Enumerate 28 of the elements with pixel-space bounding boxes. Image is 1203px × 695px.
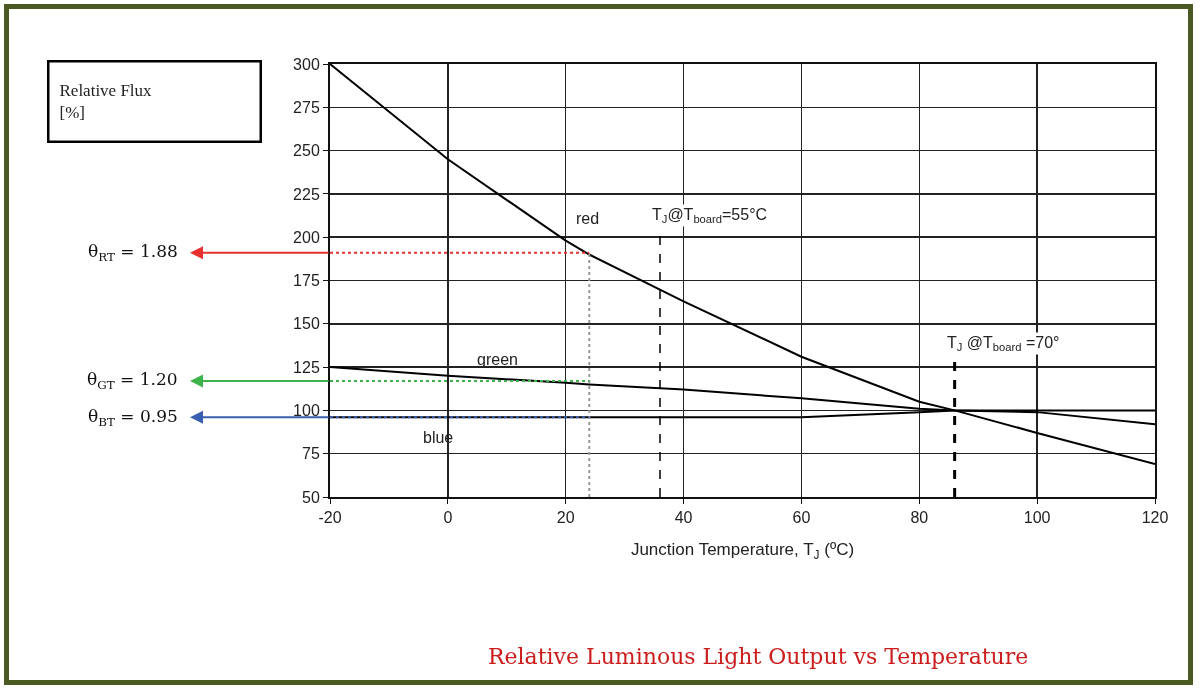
- y-tick-label: 225: [293, 185, 320, 203]
- x-tick-label: 100: [1023, 509, 1051, 527]
- y-tick-label: 300: [293, 55, 320, 73]
- annotation: T$_{J}$ @T$_{board}$ =70°: [947, 334, 1060, 354]
- series-label: red: [576, 210, 600, 227]
- text: θ$_{RT}$ = 1.88: [88, 241, 178, 264]
- text: Relative Flux [%]: [59, 80, 153, 123]
- x-tick-label: 80: [910, 509, 929, 527]
- text: θ$_{GT}$ = 1.20: [87, 369, 178, 392]
- y-tick-label: 125: [293, 358, 320, 376]
- y-tick-label: 200: [293, 228, 320, 246]
- y-tick-label: 150: [293, 315, 320, 333]
- x-tick-label: 20: [556, 509, 575, 527]
- y-tick-label: 275: [293, 98, 320, 116]
- y-tick-label: 50: [302, 488, 320, 506]
- x-tick-label: 40: [674, 509, 693, 527]
- text: θ$_{BT}$ = 0.95: [88, 406, 178, 429]
- y-tick-label: 250: [293, 142, 320, 160]
- x-tick-label: -20: [318, 509, 342, 527]
- x-tick-label: 60: [792, 509, 811, 527]
- x-tick-label: 0: [443, 509, 453, 527]
- y-tick-label: 175: [293, 272, 320, 290]
- annotation: T$_{J}$@T$_{board}$=55°C: [652, 206, 768, 226]
- text: Relative Luminous Light Output vs Temperature: [488, 644, 1029, 669]
- y-tick-label: 75: [302, 445, 320, 463]
- y-tick-label: 100: [293, 402, 320, 419]
- x-tick-label: 120: [1141, 509, 1169, 527]
- x-axis-title: Junction Temperature, T$_{J}$ (ºC): [630, 540, 855, 562]
